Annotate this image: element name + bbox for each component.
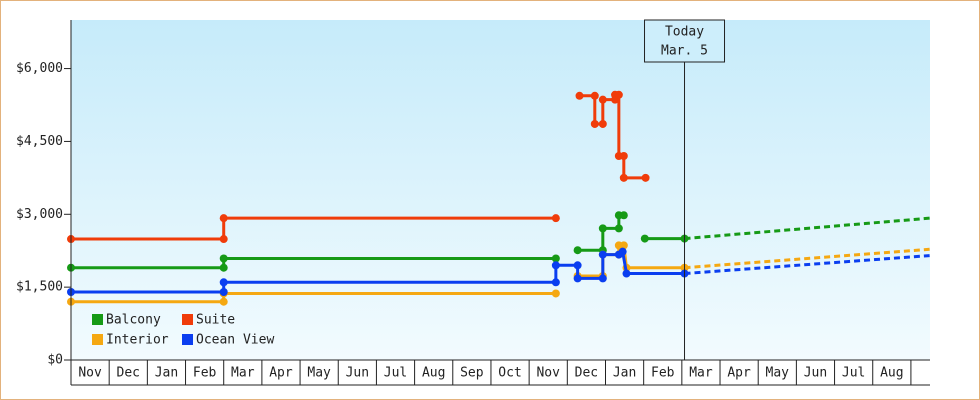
price-point bbox=[219, 263, 228, 272]
x-tick-label: Jul bbox=[842, 366, 865, 381]
price-point bbox=[598, 250, 607, 259]
today-box bbox=[644, 19, 726, 63]
x-tick-label: Mar bbox=[231, 366, 255, 381]
price-point bbox=[641, 173, 650, 182]
y-tick-label: $0 bbox=[47, 353, 63, 368]
price-point bbox=[219, 254, 228, 263]
y-tick-label: $1,500 bbox=[16, 280, 63, 295]
price-point bbox=[219, 214, 228, 223]
x-tick-label: Nov bbox=[536, 366, 560, 381]
x-tick-label: May bbox=[307, 366, 331, 381]
price-point bbox=[573, 274, 582, 283]
price-point bbox=[640, 234, 649, 243]
x-tick-label: Feb bbox=[651, 366, 675, 381]
legend-swatch bbox=[92, 334, 103, 345]
x-tick-label: Jan bbox=[155, 366, 178, 381]
price-point bbox=[619, 173, 628, 182]
forecast-line bbox=[684, 247, 930, 270]
legend-swatch bbox=[182, 334, 193, 345]
price-point bbox=[614, 90, 623, 99]
x-tick-label: Feb bbox=[193, 366, 217, 381]
x-tick-label: Oct bbox=[498, 366, 521, 381]
x-tick-label: Aug bbox=[880, 366, 903, 381]
price-point bbox=[573, 246, 582, 255]
price-point bbox=[598, 274, 607, 283]
x-tick-label: Jan bbox=[613, 366, 636, 381]
price-point bbox=[598, 224, 607, 233]
price-point bbox=[590, 119, 599, 128]
legend-label: Ocean View bbox=[196, 333, 274, 348]
today-date: Mar. 5 bbox=[661, 44, 708, 59]
price-point bbox=[622, 269, 631, 278]
x-tick-label: Jun bbox=[804, 366, 827, 381]
legend-swatch bbox=[182, 314, 193, 325]
legend-swatch bbox=[92, 314, 103, 325]
today-marker: Today Mar. 5 bbox=[644, 19, 726, 360]
forecast-line bbox=[684, 254, 930, 276]
price-point bbox=[219, 235, 228, 244]
x-tick-label: Nov bbox=[78, 366, 102, 381]
price-point bbox=[598, 119, 607, 128]
price-point bbox=[619, 152, 628, 160]
x-tick-label: Sep bbox=[460, 366, 484, 381]
price-point bbox=[575, 91, 584, 100]
price-point bbox=[598, 95, 607, 104]
price-point bbox=[219, 288, 228, 296]
price-point bbox=[619, 211, 628, 220]
price-point bbox=[551, 254, 560, 263]
x-tick-label: May bbox=[766, 366, 790, 381]
x-tick-label: Apr bbox=[269, 366, 293, 381]
price-point bbox=[619, 241, 628, 250]
price-point bbox=[551, 214, 560, 223]
price-point bbox=[614, 224, 623, 233]
x-tick-label: Mar bbox=[689, 366, 713, 381]
forecast-line bbox=[684, 216, 930, 241]
y-tick-label: $3,000 bbox=[16, 207, 63, 222]
x-tick-label: Jun bbox=[346, 366, 369, 381]
price-point bbox=[551, 289, 560, 298]
price-point bbox=[618, 247, 627, 256]
legend-label: Interior bbox=[106, 333, 169, 348]
y-tick-label: $6,000 bbox=[16, 61, 63, 76]
x-tick-label: Jul bbox=[384, 366, 407, 381]
today-label: Today bbox=[665, 25, 704, 40]
price-point bbox=[219, 297, 228, 306]
legend-label: Balcony bbox=[106, 313, 161, 328]
price-point bbox=[551, 278, 560, 287]
x-tick-label: Dec bbox=[117, 366, 140, 381]
price-point bbox=[573, 261, 582, 270]
x-tick-label: Aug bbox=[422, 366, 445, 381]
x-tick-label: Apr bbox=[727, 366, 751, 381]
price-point bbox=[590, 91, 599, 100]
y-tick-label: $4,500 bbox=[16, 134, 63, 149]
x-tick-label: Dec bbox=[575, 366, 598, 381]
price-point bbox=[219, 278, 228, 287]
legend-label: Suite bbox=[196, 313, 235, 328]
plot-area bbox=[71, 20, 930, 360]
price-point bbox=[551, 261, 560, 270]
